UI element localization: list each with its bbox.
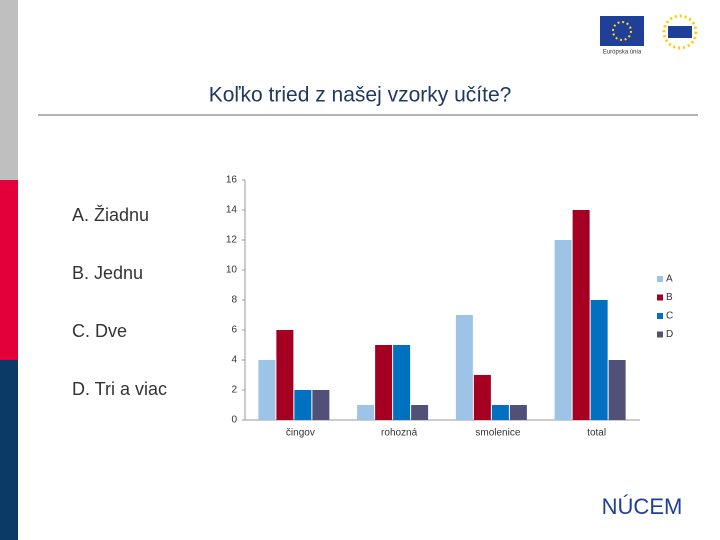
legend-swatch xyxy=(657,313,663,319)
legend-label: A xyxy=(666,274,673,285)
bar xyxy=(276,330,294,420)
option: B. Jednu xyxy=(72,263,143,283)
bar xyxy=(491,405,509,420)
y-tick-label: 4 xyxy=(231,355,237,366)
y-tick-label: 6 xyxy=(231,325,237,336)
option: D. Tri a viac xyxy=(72,379,167,399)
bar xyxy=(590,300,608,420)
legend-swatch xyxy=(657,331,663,338)
x-tick-label: rohozná xyxy=(381,428,418,439)
legend-label: C xyxy=(666,311,673,322)
stripe xyxy=(0,180,18,360)
bar xyxy=(258,360,276,420)
eu-stars xyxy=(612,21,632,41)
y-tick-label: 16 xyxy=(226,175,238,186)
bar xyxy=(509,405,527,420)
bar xyxy=(554,240,572,420)
eu-flag xyxy=(600,16,644,46)
legend-swatch xyxy=(657,294,663,301)
option: C. Dve xyxy=(72,321,127,341)
logo-text: NÚCEM xyxy=(602,494,683,519)
x-tick-label: smolenice xyxy=(475,428,520,439)
legend-label: D xyxy=(666,329,673,340)
eu-label: Európska únia xyxy=(603,50,642,56)
bar xyxy=(294,390,312,420)
y-tick-label: 2 xyxy=(231,385,237,396)
stripe xyxy=(0,0,18,180)
legend-label: B xyxy=(666,292,673,303)
bar xyxy=(375,345,393,420)
bar xyxy=(608,360,626,420)
bar xyxy=(473,375,491,420)
stripe xyxy=(0,360,18,540)
bar xyxy=(357,405,375,420)
bar xyxy=(411,405,429,420)
option: A. Žiadnu xyxy=(72,205,149,225)
bar xyxy=(393,345,411,420)
bar xyxy=(455,315,473,420)
y-tick-label: 8 xyxy=(231,295,237,306)
logo xyxy=(662,14,698,50)
y-tick-label: 14 xyxy=(226,205,238,216)
y-tick-label: 0 xyxy=(231,415,237,426)
chart-title: Koľko tried z našej vzorky učíte? xyxy=(209,84,512,107)
bar xyxy=(572,210,590,420)
logo xyxy=(668,26,692,38)
x-tick-label: čingov xyxy=(286,428,315,439)
y-tick-label: 12 xyxy=(226,235,238,246)
legend-swatch xyxy=(657,276,663,282)
y-tick-label: 10 xyxy=(226,265,238,276)
bar xyxy=(312,390,330,420)
x-tick-label: total xyxy=(587,428,606,439)
